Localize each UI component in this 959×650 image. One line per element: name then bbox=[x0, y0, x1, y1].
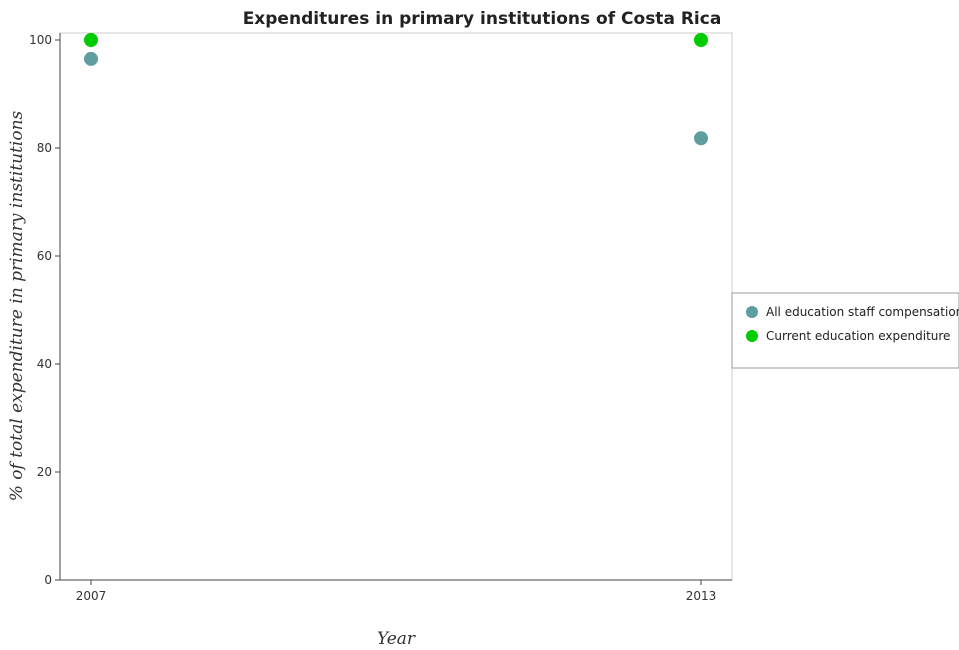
x-ticks: 2007 2013 bbox=[76, 580, 717, 603]
legend-box bbox=[731, 292, 959, 369]
x-axis-label: Year bbox=[377, 629, 416, 649]
legend-marker-staff-compensation bbox=[746, 306, 758, 318]
data-point-series-0-2013 bbox=[694, 131, 708, 146]
plot-area bbox=[59, 32, 733, 581]
y-tick-label: 0 bbox=[44, 573, 52, 587]
y-tick-label: 60 bbox=[37, 249, 52, 263]
data-point-series-1-2013 bbox=[694, 33, 708, 47]
legend: All education staff compensation Current… bbox=[731, 292, 959, 369]
data-point-series-1-2007 bbox=[84, 33, 98, 47]
chart-title: Expenditures in primary institutions of … bbox=[243, 9, 722, 29]
y-tick-label: 40 bbox=[37, 357, 52, 371]
data-point-series-0-2007 bbox=[84, 51, 98, 66]
x-tick-label: 2013 bbox=[686, 589, 717, 603]
x-tick-label: 2007 bbox=[76, 589, 107, 603]
y-tick-label: 80 bbox=[37, 141, 52, 155]
legend-label-current-expenditure: Current education expenditure bbox=[766, 329, 950, 343]
y-ticks: 0 20 40 60 80 100 bbox=[29, 33, 60, 587]
data-points bbox=[84, 33, 708, 146]
y-tick-label: 100 bbox=[29, 33, 52, 47]
legend-label-staff-compensation: All education staff compensation bbox=[766, 305, 959, 319]
legend-marker-current-expenditure bbox=[746, 330, 758, 342]
y-tick-label: 20 bbox=[37, 465, 52, 479]
y-axis-label: % of total expenditure in primary instit… bbox=[7, 110, 27, 501]
